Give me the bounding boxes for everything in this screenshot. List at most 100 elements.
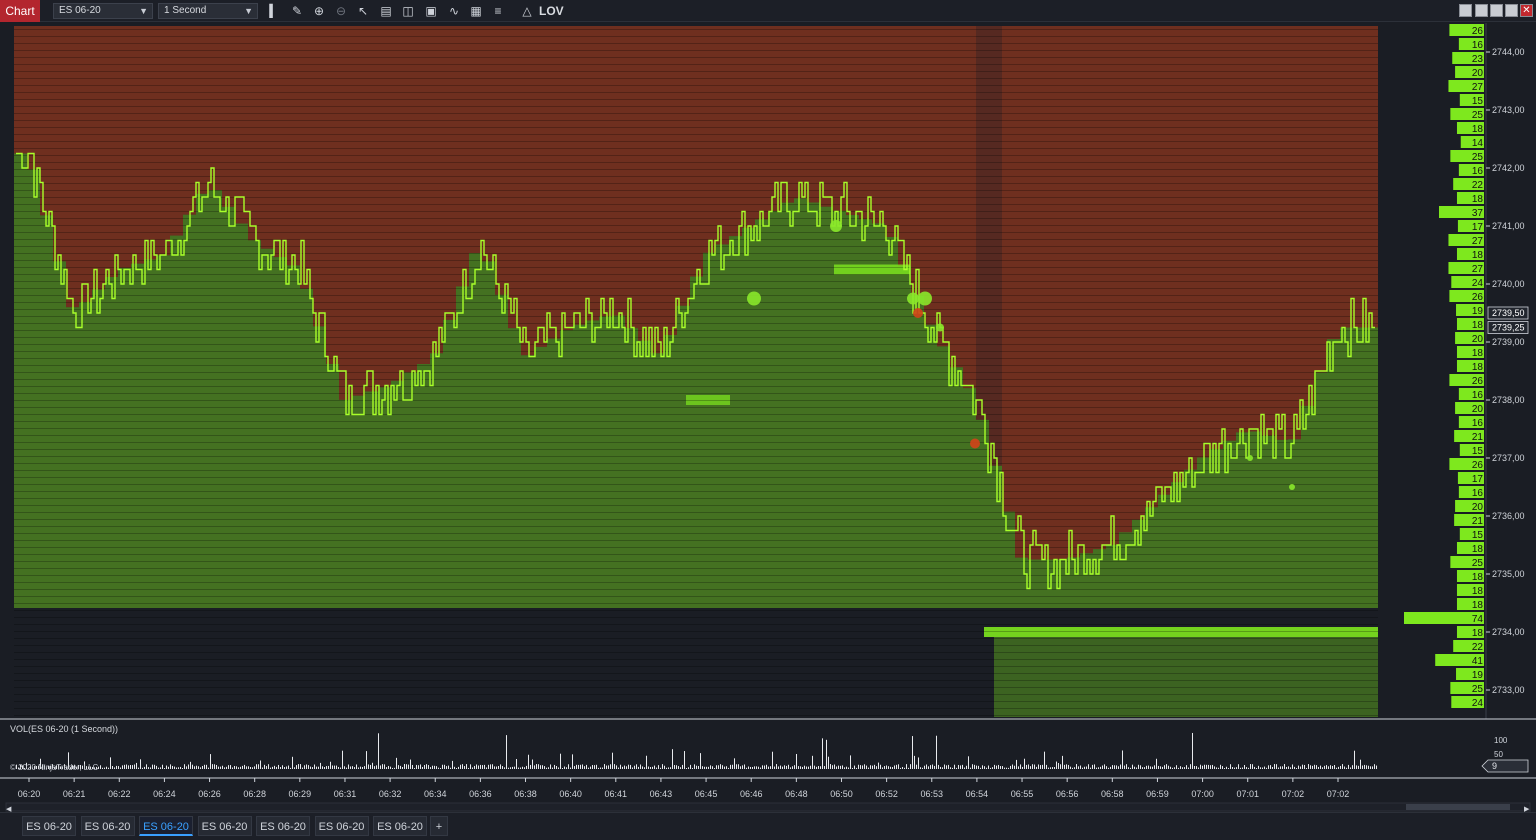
restore-button[interactable]	[1490, 4, 1503, 17]
volume-bar	[402, 766, 403, 769]
volume-bar	[862, 765, 863, 769]
volume-bar	[274, 765, 275, 769]
volume-bar	[840, 765, 841, 769]
volume-bar	[498, 765, 499, 769]
volume-bar	[338, 766, 339, 769]
tile-button[interactable]	[1475, 4, 1488, 17]
layout-icon[interactable]: ◫	[402, 4, 414, 18]
chart-plot[interactable]: 26 16 23 20 27 15 25 18 14 25 16 22 18 37 17 27 18 27 24 26…	[0, 23, 1536, 812]
volume-bar	[540, 765, 541, 769]
volume-bar	[1022, 766, 1023, 769]
dom-size-label: 20	[1472, 502, 1484, 513]
volume-bar	[482, 765, 483, 769]
volume-bar	[844, 767, 845, 769]
fit-icon[interactable]: ▣	[425, 4, 437, 18]
volume-bar	[1044, 751, 1045, 769]
volume-bar	[658, 765, 659, 769]
volume-bar	[82, 765, 83, 769]
chart-tab-6[interactable]: ES 06-20	[314, 816, 369, 836]
volume-bar	[112, 765, 113, 769]
volume-bar	[1064, 764, 1065, 769]
zoom-out-icon[interactable]: ⊖	[335, 4, 347, 18]
volume-bar	[1016, 759, 1017, 769]
scrollbar-thumb[interactable]	[1406, 804, 1510, 810]
volume-bar	[1252, 764, 1253, 769]
volume-bar	[772, 751, 773, 769]
volume-bar	[1186, 765, 1187, 769]
volume-bar	[102, 767, 103, 769]
chart-tab-5[interactable]: ES 06-20	[256, 816, 310, 836]
horizontal-scrollbar[interactable]	[5, 802, 1531, 812]
volume-bar	[888, 766, 889, 769]
volume-bar	[1166, 764, 1167, 769]
volume-bar	[516, 759, 517, 769]
volume-bar	[72, 765, 73, 769]
volume-bar	[1096, 767, 1097, 769]
volume-bar	[246, 766, 247, 769]
volume-bar	[672, 749, 673, 769]
time-tick-label: 06:54	[966, 789, 989, 799]
dom-size-bar	[1449, 290, 1484, 302]
volume-bar	[956, 767, 957, 769]
interval-selector[interactable]: 1 Second ▼	[158, 3, 258, 19]
volume-bar	[142, 767, 143, 769]
volume-bar	[460, 764, 461, 769]
volume-bar	[494, 766, 495, 769]
volume-bar	[210, 754, 211, 769]
volume-bar	[1324, 765, 1325, 769]
dom-size-label: 22	[1472, 642, 1484, 653]
time-tick-label: 07:00	[1191, 789, 1214, 799]
chart-tab-3[interactable]: ES 06-20	[139, 816, 193, 836]
volume-bar	[366, 751, 367, 769]
instrument-selector[interactable]: ES 06-20 ▼	[53, 3, 153, 19]
volume-bar	[1094, 764, 1095, 769]
volume-bar	[166, 765, 167, 769]
volume-bar	[1222, 766, 1223, 769]
list-icon[interactable]: ≡	[494, 4, 502, 18]
volume-bar	[558, 767, 559, 769]
chart-tab-2[interactable]: ES 06-20	[80, 816, 135, 836]
volume-bar	[1242, 767, 1243, 769]
volume-bar	[1026, 764, 1027, 769]
volume-bar	[1180, 766, 1181, 769]
indicator-icon[interactable]: ∿	[448, 4, 460, 18]
scroll-left-icon[interactable]: ◀	[6, 806, 12, 812]
volume-bar	[700, 753, 701, 769]
volume-bar	[160, 767, 161, 769]
volume-bar	[80, 765, 81, 769]
volume-bar	[556, 766, 557, 769]
volume-bar	[1200, 764, 1201, 769]
chart-menu-button[interactable]: Chart	[0, 0, 40, 22]
close-button[interactable]: ✕	[1520, 4, 1533, 17]
page-icon[interactable]: ▤	[380, 4, 392, 18]
minimize-button[interactable]	[1459, 4, 1472, 17]
chart-tab-1[interactable]: ES 06-20	[22, 816, 76, 836]
bar-chart-icon[interactable]: ▍	[269, 4, 279, 18]
scroll-right-icon[interactable]: ▶	[1524, 806, 1530, 812]
add-tab-button[interactable]: +	[430, 816, 448, 836]
maximize-button[interactable]	[1505, 4, 1518, 17]
chart-tab-7[interactable]: ES 06-20	[373, 816, 427, 836]
volume-bar	[456, 767, 457, 769]
dom-size-label: 16	[1472, 40, 1484, 51]
dom-size-label: 18	[1472, 124, 1484, 135]
dom-size-label: 18	[1472, 348, 1484, 359]
volume-bar	[1230, 764, 1231, 769]
zoom-in-icon[interactable]: ⊕	[313, 4, 325, 18]
volume-bar	[822, 738, 823, 769]
volume-bar	[202, 765, 203, 769]
volume-bar	[520, 767, 521, 769]
chart-tab-4[interactable]: ES 06-20	[197, 816, 252, 836]
strategy-icon[interactable]: ▦	[470, 4, 482, 18]
volume-bar	[1024, 758, 1025, 769]
pointer-icon[interactable]: ↖	[357, 4, 369, 18]
volume-bar	[398, 765, 399, 769]
volume-bar	[948, 764, 949, 769]
volume-bar	[1300, 766, 1301, 769]
volume-bar	[1082, 767, 1083, 769]
dom-size-bar	[1456, 598, 1484, 610]
volume-bar	[532, 759, 533, 769]
volume-bar	[162, 764, 163, 769]
pencil-icon[interactable]: ✎	[291, 4, 303, 18]
volume-bar	[884, 766, 885, 769]
